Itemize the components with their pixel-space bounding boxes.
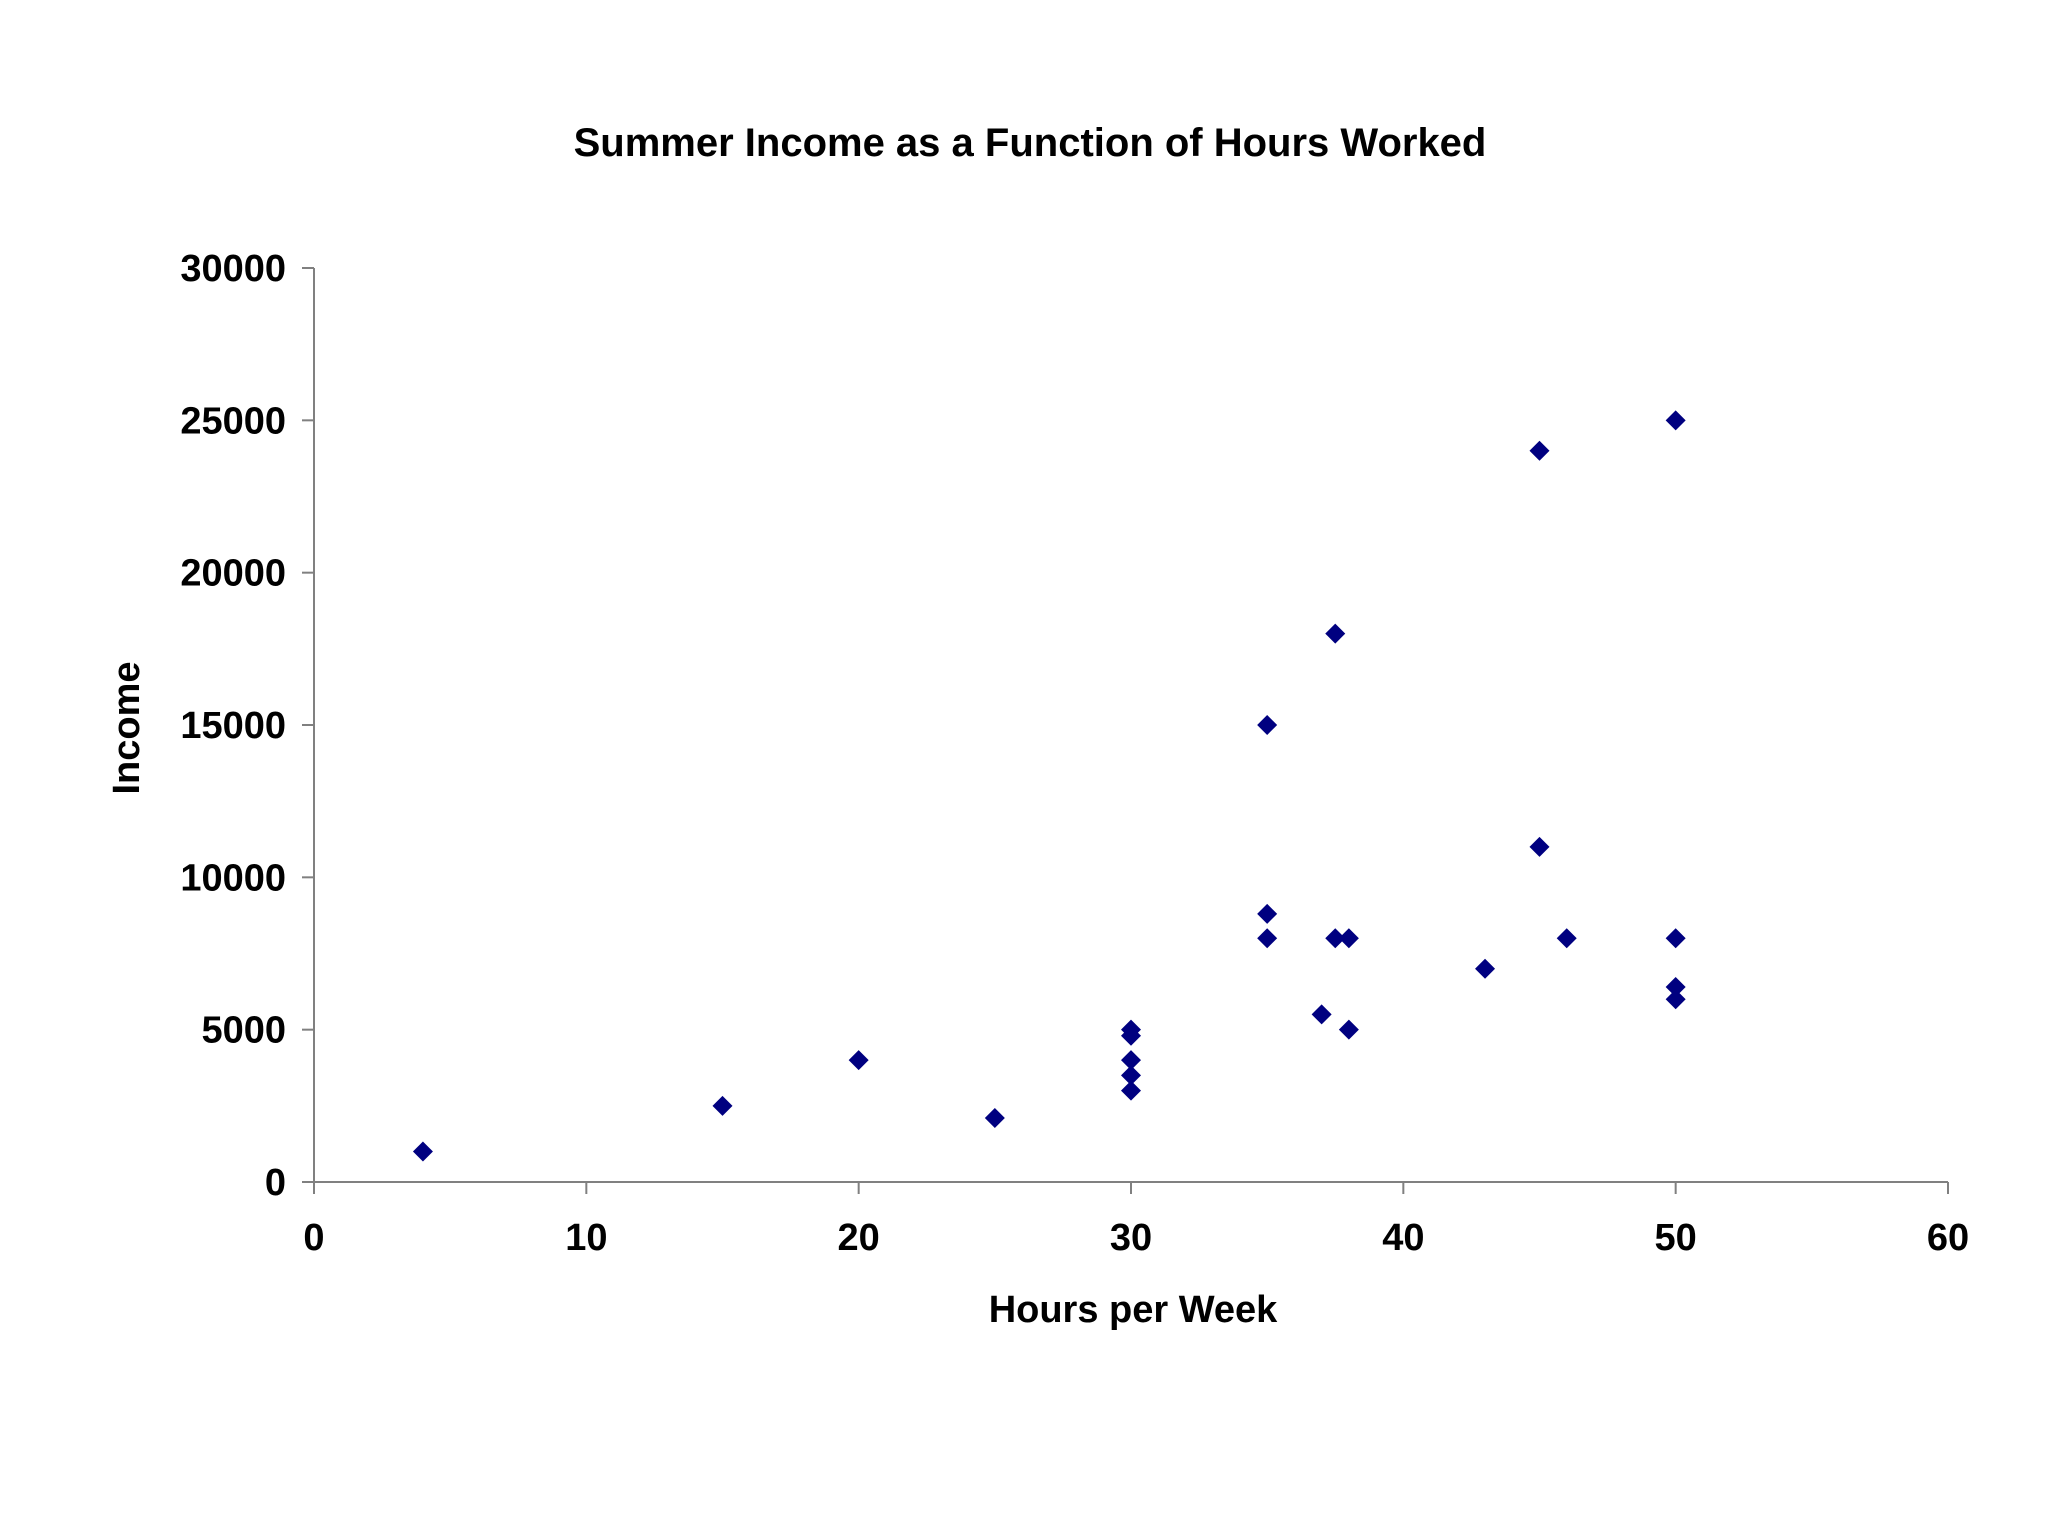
data-point (848, 1050, 869, 1071)
data-point (1121, 1019, 1141, 1040)
x-tick-label: 10 (565, 1217, 607, 1259)
data-point (1475, 958, 1496, 979)
axes: 0 5000 10000 15000 20000 25000 30000 0 10 20 30 40… (180, 248, 1969, 1259)
y-tick-label: 10000 (180, 857, 286, 899)
data-point (1338, 1019, 1359, 1040)
data-point (412, 1141, 433, 1162)
y-tick-label: 20000 (180, 553, 286, 595)
data-point (1529, 440, 1550, 461)
data-point (1529, 836, 1550, 857)
data-point (1121, 1050, 1141, 1071)
y-tick-label: 5000 (201, 1010, 286, 1052)
data-point (1665, 928, 1686, 949)
data-points (412, 410, 1686, 1162)
x-tick-label: 20 (838, 1217, 880, 1259)
data-point (1338, 928, 1359, 949)
data-point (1325, 623, 1346, 644)
y-axis-ticks: 0 5000 10000 15000 20000 25000 30000 (180, 248, 314, 1204)
data-point (1556, 928, 1577, 949)
data-point (1665, 977, 1686, 998)
x-tick-label: 0 (303, 1217, 324, 1259)
data-point (1121, 1080, 1141, 1101)
data-point (1121, 1065, 1141, 1086)
data-point (1257, 903, 1278, 924)
data-point (1257, 928, 1278, 949)
y-axis-label: Income (106, 661, 148, 794)
y-tick-label: 30000 (180, 248, 286, 290)
data-point (1257, 715, 1278, 735)
x-tick-label: 30 (1110, 1217, 1152, 1259)
data-point (1311, 1004, 1332, 1025)
chart-title: Summer Income as a Function of Hours Wor… (574, 121, 1487, 165)
data-point (1325, 928, 1346, 949)
data-point (1665, 410, 1686, 431)
y-tick-label: 0 (265, 1162, 286, 1204)
data-point (984, 1108, 1005, 1129)
x-tick-label: 40 (1382, 1217, 1424, 1259)
x-axis-ticks: 0 10 20 30 40 50 60 (303, 1182, 1969, 1259)
x-tick-label: 50 (1655, 1217, 1697, 1259)
x-axis-label: Hours per Week (989, 1289, 1278, 1331)
y-tick-label: 25000 (180, 400, 286, 442)
y-tick-label: 15000 (180, 705, 286, 747)
data-point (1665, 989, 1686, 1010)
data-point (712, 1095, 733, 1116)
x-tick-label: 60 (1927, 1217, 1969, 1259)
